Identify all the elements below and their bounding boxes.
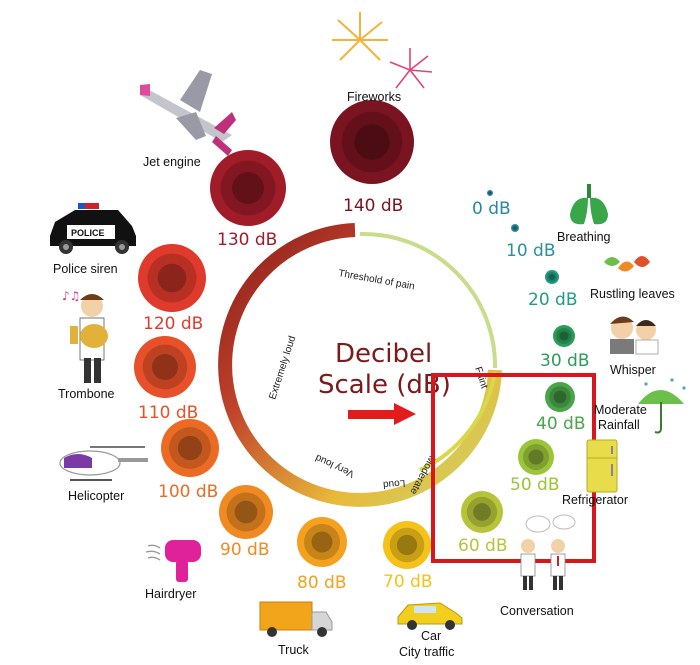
level-marker-60db: 60 dB [458,491,508,556]
level-marker-20db: 20 dB [528,270,578,310]
title-line-2: Scale (dB) [318,370,451,400]
refrigerator-icon [586,439,618,493]
source-label-conversation: Conversation [500,604,574,618]
pointer-arrow [348,403,416,425]
level-bubble-ring-2 [473,503,491,521]
level-db-label: 110 dB [138,403,198,423]
source-label-leaves: Rustling leaves [590,287,675,301]
scale-ring-faint-segment [359,231,498,369]
fireworks-icon [332,12,433,89]
level-db-label: 90 dB [220,540,270,560]
source-label-hairdryer: Hairdryer [145,587,196,601]
level-db-label: 80 dB [297,573,347,593]
level-markers: 0 dB 10 dB 20 dB 30 dB 40 dB 50 dB 60 dB 70 dB 8… [134,100,590,593]
level-bubble-ring-2 [528,449,544,465]
level-db-label: 60 dB [458,536,508,556]
level-marker-40db: 40 dB [536,382,586,434]
level-bubble-ring-2 [513,226,517,230]
source-label-rain-1: Moderate [594,403,647,417]
level-bubble-ring-2 [177,435,203,461]
source-label-whisper: Whisper [610,363,656,377]
level-bubble-ring-2 [354,124,390,160]
level-db-label: 20 dB [528,290,578,310]
level-bubble-ring-2 [549,274,555,280]
level-bubble-ring-2 [232,172,264,204]
level-marker-120db: 120 dB [138,244,206,334]
level-bubble-ring-2 [151,353,179,381]
level-marker-30db: 30 dB [540,325,590,371]
level-db-label: 30 dB [540,351,590,371]
jet-engine-icon [140,70,236,156]
title-line-1: Decibel [335,339,432,369]
lungs-icon [570,184,608,225]
level-db-label: 10 dB [506,241,556,261]
source-label-helicopter: Helicopter [68,489,124,503]
leaves-icon [604,256,650,272]
level-bubble-ring-2 [157,263,187,293]
source-label-car: Car [421,629,441,643]
level-marker-50db: 50 dB [510,439,560,495]
level-db-label: 50 dB [510,475,560,495]
level-marker-10db: 10 dB [506,224,556,261]
level-bubble-ring-2 [488,191,492,195]
level-bubble-ring-2 [396,534,418,556]
scale-ring-outer [218,223,502,507]
helicopter-icon [59,446,148,481]
car-icon [397,602,463,630]
svg-text:♪♫: ♪♫ [62,289,80,303]
level-marker-70db: 70 dB [383,521,433,592]
umbrella-icon [638,378,686,434]
source-label-truck: Truck [278,643,310,657]
level-marker-80db: 80 dB [297,517,347,593]
level-db-label: 120 dB [143,314,203,334]
arc-label-threshold: Threshold of pain [337,268,415,292]
level-db-label: 70 dB [383,572,433,592]
level-bubble-ring-2 [234,500,258,524]
level-db-label: 100 dB [158,482,218,502]
level-db-label: 40 dB [536,414,586,434]
source-label-police: Police siren [53,262,118,276]
source-label-jet: Jet engine [143,155,201,169]
level-marker-90db: 90 dB [219,485,273,560]
source-label-rain-2: Rainfall [598,418,640,432]
source-label-fireworks: Fireworks [347,90,401,104]
level-marker-130db: 130 dB [210,150,286,250]
level-db-label: 130 dB [217,230,277,250]
arc-label-very-loud: Very loud [314,452,356,480]
source-label-breathing: Breathing [557,230,611,244]
conversation-icon [520,514,576,590]
arc-label-faint: Faint [472,366,489,391]
whisper-icon [610,316,659,355]
level-bubble-ring-2 [559,331,569,341]
police-car-icon: POLICE [50,203,136,254]
level-marker-110db: 110 dB [134,336,198,423]
trombone-player-icon: ♪♫ [62,289,108,383]
level-db-label: 140 dB [343,196,403,216]
level-db-label: 0 dB [472,199,511,219]
arc-label-extremely-loud: Extremely loud [267,335,298,401]
level-bubble-ring-2 [311,531,333,553]
source-label-trombone: Trombone [58,387,115,401]
level-marker-140db: 140 dB [330,100,414,216]
police-sign-text: POLICE [71,228,105,238]
level-marker-100db: 100 dB [158,419,219,502]
level-bubble-ring-2 [553,390,567,404]
source-label-city: City traffic [399,645,454,659]
level-marker-0db: 0 dB [472,190,511,219]
source-label-refrigerator: Refrigerator [562,493,628,507]
hairdryer-icon [145,540,201,582]
arc-label-loud: Loud [383,477,406,490]
truck-icon [259,601,333,637]
